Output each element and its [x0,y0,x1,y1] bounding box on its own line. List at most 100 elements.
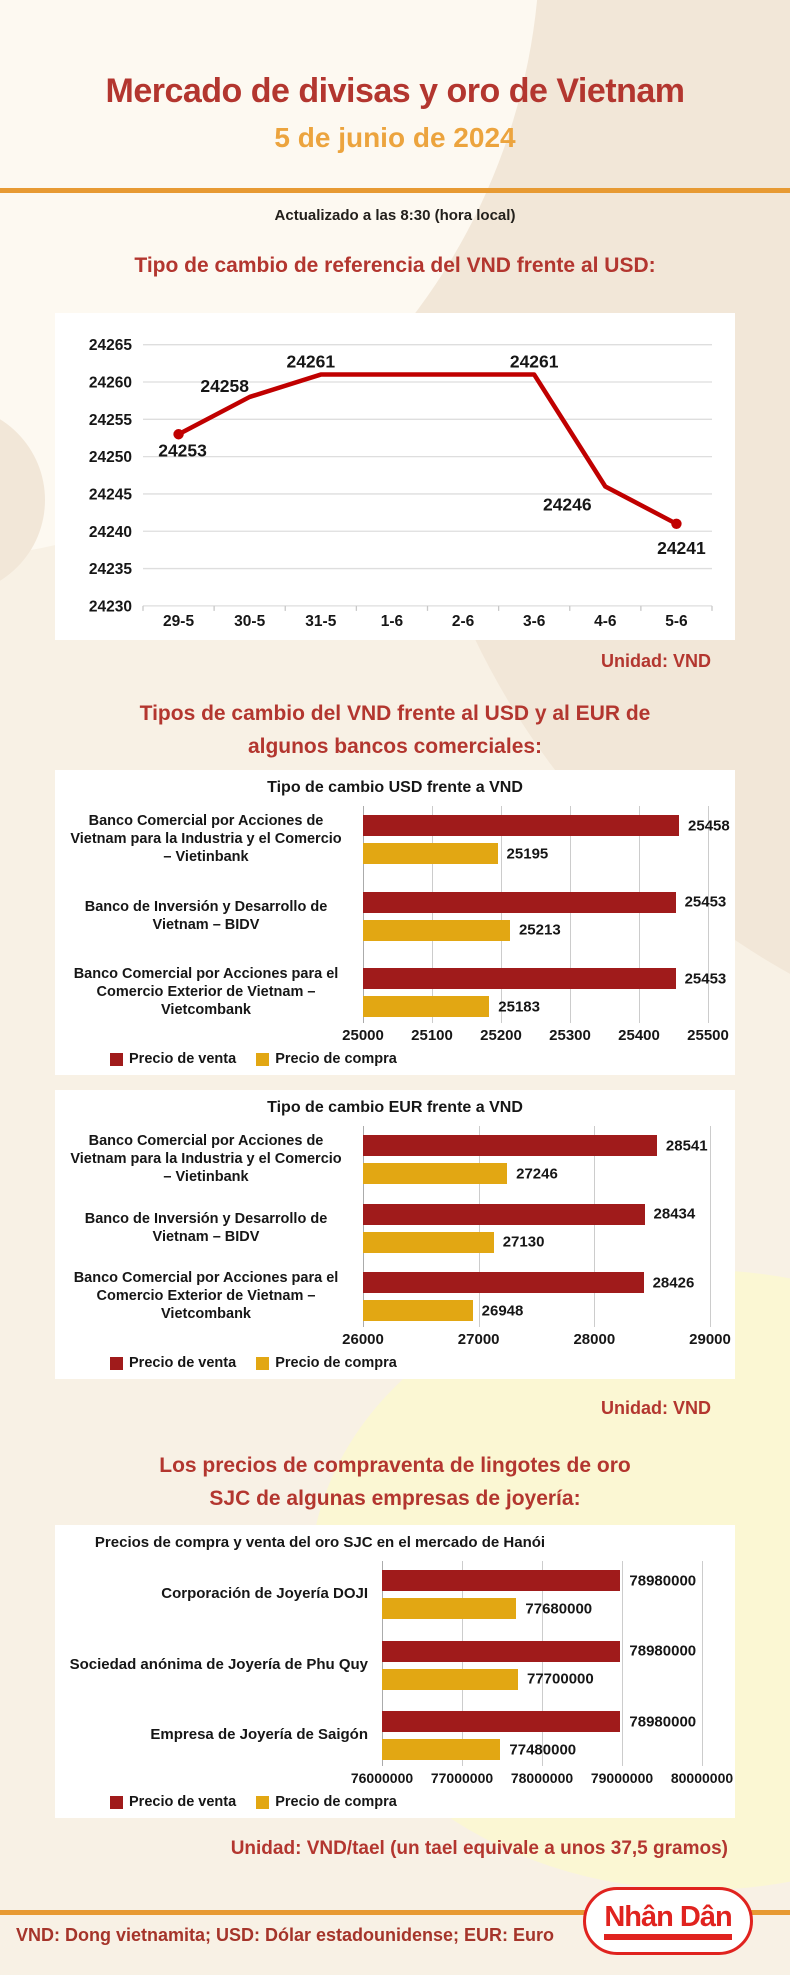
usd-chart-title: Tipo de cambio USD frente a VND [267,779,523,796]
x-tick-label: 5-6 [665,613,688,630]
gridline [639,806,640,1023]
category-label-line: Banco de Inversión y Desarrollo de [84,1210,328,1227]
category-label-line: Banco Comercial por Acciones de [88,1133,324,1149]
bar-plot-area [363,806,709,1023]
reference-rate-chart-panel: 24265 24260 24255 24250 24245 24240 24235 24230… [55,313,735,640]
section-heading-bank-rates-line2: algunos bancos comerciales: [247,735,543,758]
x-tick-label: 30-5 [234,613,265,630]
sale-price-bar [363,1135,657,1156]
x-tick-label: 25300 [549,1027,591,1044]
bar-group: Banco Comercial por Acciones de Vietnam p… [55,1132,735,1186]
category-label-line: Sociedad anónima de Joyería de Phu Quy [69,1655,368,1673]
bar-row: 28426 [363,1272,710,1293]
bar-value-label: 26948 [481,1302,524,1319]
y-tick-label: 24265 [89,337,132,354]
category-label: Banco Comercial por Acciones para el Come… [63,1269,349,1323]
category-label-line: Vietnam para la Industria y el Comercio [70,831,342,847]
x-tick-label: 28000 [573,1331,616,1348]
axis-line [382,1561,383,1766]
legend-label: Precio de compra [275,1794,397,1810]
y-tick-label: 24255 [89,412,132,429]
eur-exchange-chart-panel: Tipo de cambio EUR frente a VND Banco Co… [55,1090,735,1379]
x-tick-label: 79000000 [590,1770,654,1786]
purchase-price-bar [382,1739,501,1760]
bar-groups: Banco Comercial por Acciones de Vietnam p… [55,812,735,1019]
section-heading-bank-rates-line1: Tipos de cambio del VND frente al USD y … [139,702,651,725]
bar-row: 25183 [363,996,708,1017]
data-point-label: 24241 [657,538,706,558]
bar-value-label: 77480000 [509,1741,577,1758]
category-label-line: – Vietinbank [163,1169,249,1185]
bar-row: 77480000 [382,1739,702,1760]
category-label: Empresa de Joyería de Saigón [63,1726,368,1744]
nhandan-logo: Nhân Dân [583,1887,753,1955]
category-label-line: Banco Comercial por Acciones para el [73,1270,339,1286]
bar-value-label: 25195 [506,845,549,862]
legend-item: Precio de venta [110,1794,236,1810]
bar-value-label: 78980000 [629,1572,697,1589]
sale-price-bar [382,1640,621,1662]
category-label: Banco Comercial por Acciones de Vietnam p… [63,1132,349,1186]
x-tick-label: 25200 [480,1027,522,1044]
x-tick-label: 31-5 [305,613,336,630]
category-label: Banco Comercial por Acciones para el Come… [63,965,349,1019]
bar-value-label: 25458 [688,817,730,834]
data-point-marker [671,518,682,530]
bar-group: Banco Comercial por Acciones para el Come… [55,965,735,1019]
legend-label: Precio de venta [129,1051,237,1067]
bar-group: Sociedad anónima de Joyería de Phu Quy 78… [55,1638,735,1692]
gridline [432,806,433,1023]
bottom-divider [0,1910,790,1915]
data-point-label: 24261 [510,352,559,372]
bar-plot-area [382,1561,703,1766]
bar-value-label: 25453 [684,970,727,987]
purchase-price-bar [363,919,510,941]
bar-group: Empresa de Joyería de Saigón 78980000 7748… [55,1708,735,1762]
bar-value-label: 27130 [502,1233,545,1251]
bar-group: Banco Comercial por Acciones de Vietnam p… [55,812,735,866]
legend-label: Precio de compra [275,1355,397,1371]
purchase-price-bar [382,1668,518,1690]
line-chart-svg: 24265 24260 24255 24250 24245 24240 24235 24230… [89,337,713,630]
gridline [478,1126,480,1327]
x-tick-label: 1-6 [381,613,404,630]
bar-value-label: 25183 [498,998,540,1015]
bar-row: 78980000 [382,1711,702,1732]
bar-row: 27130 [363,1231,710,1253]
sale-price-bar [363,1203,645,1225]
y-tick-label: 24250 [89,449,132,466]
bar-row: 25453 [363,968,726,989]
x-tick-label: 80000000 [670,1770,734,1786]
x-tick-label: 29-5 [163,613,194,630]
category-label-line: Empresa de Joyería de Saigón [150,1726,368,1743]
x-tick-label: 77000000 [430,1770,494,1786]
nhandan-logo-text: Nhân Dân [604,1902,733,1940]
bar-row: 77700000 [382,1668,702,1690]
bar-groups: Corporación de Joyería DOJI 78980000 77680… [55,1567,735,1762]
purchase-price-bar [363,1300,473,1321]
category-label: Banco de Inversión y Desarrollo de Vietna… [63,1210,349,1246]
category-label-line: – Vietinbank [163,849,249,865]
gridline [708,806,709,1023]
x-tick-label: 78000000 [510,1770,574,1786]
bar-group: Corporación de Joyería DOJI 78980000 77680… [55,1567,735,1621]
unit-note-reference: Unidad: VND [601,651,711,671]
axis-line [363,806,364,1023]
bar-groups: Banco Comercial por Acciones de Vietnam p… [55,1132,735,1323]
x-tick-label: 25400 [618,1027,660,1044]
bar-value-label: 78980000 [629,1713,697,1730]
data-point-label: 24253 [158,440,207,460]
x-tick-label: 3-6 [523,613,546,630]
bar-row: 27246 [363,1163,710,1184]
top-divider [0,188,790,193]
sale-price-bar [363,891,676,913]
sale-price-bar [363,815,680,836]
eur-chart-title: Tipo de cambio EUR frente a VND [267,1099,523,1116]
bar-row: 78980000 [382,1570,702,1591]
legend: Precio de venta Precio de compra [110,1794,397,1810]
axis-line [363,1126,364,1327]
data-point-label: 24246 [543,494,592,514]
gridline [710,1126,711,1327]
gridline [462,1561,463,1766]
bar-value-label: 78980000 [629,1642,697,1660]
